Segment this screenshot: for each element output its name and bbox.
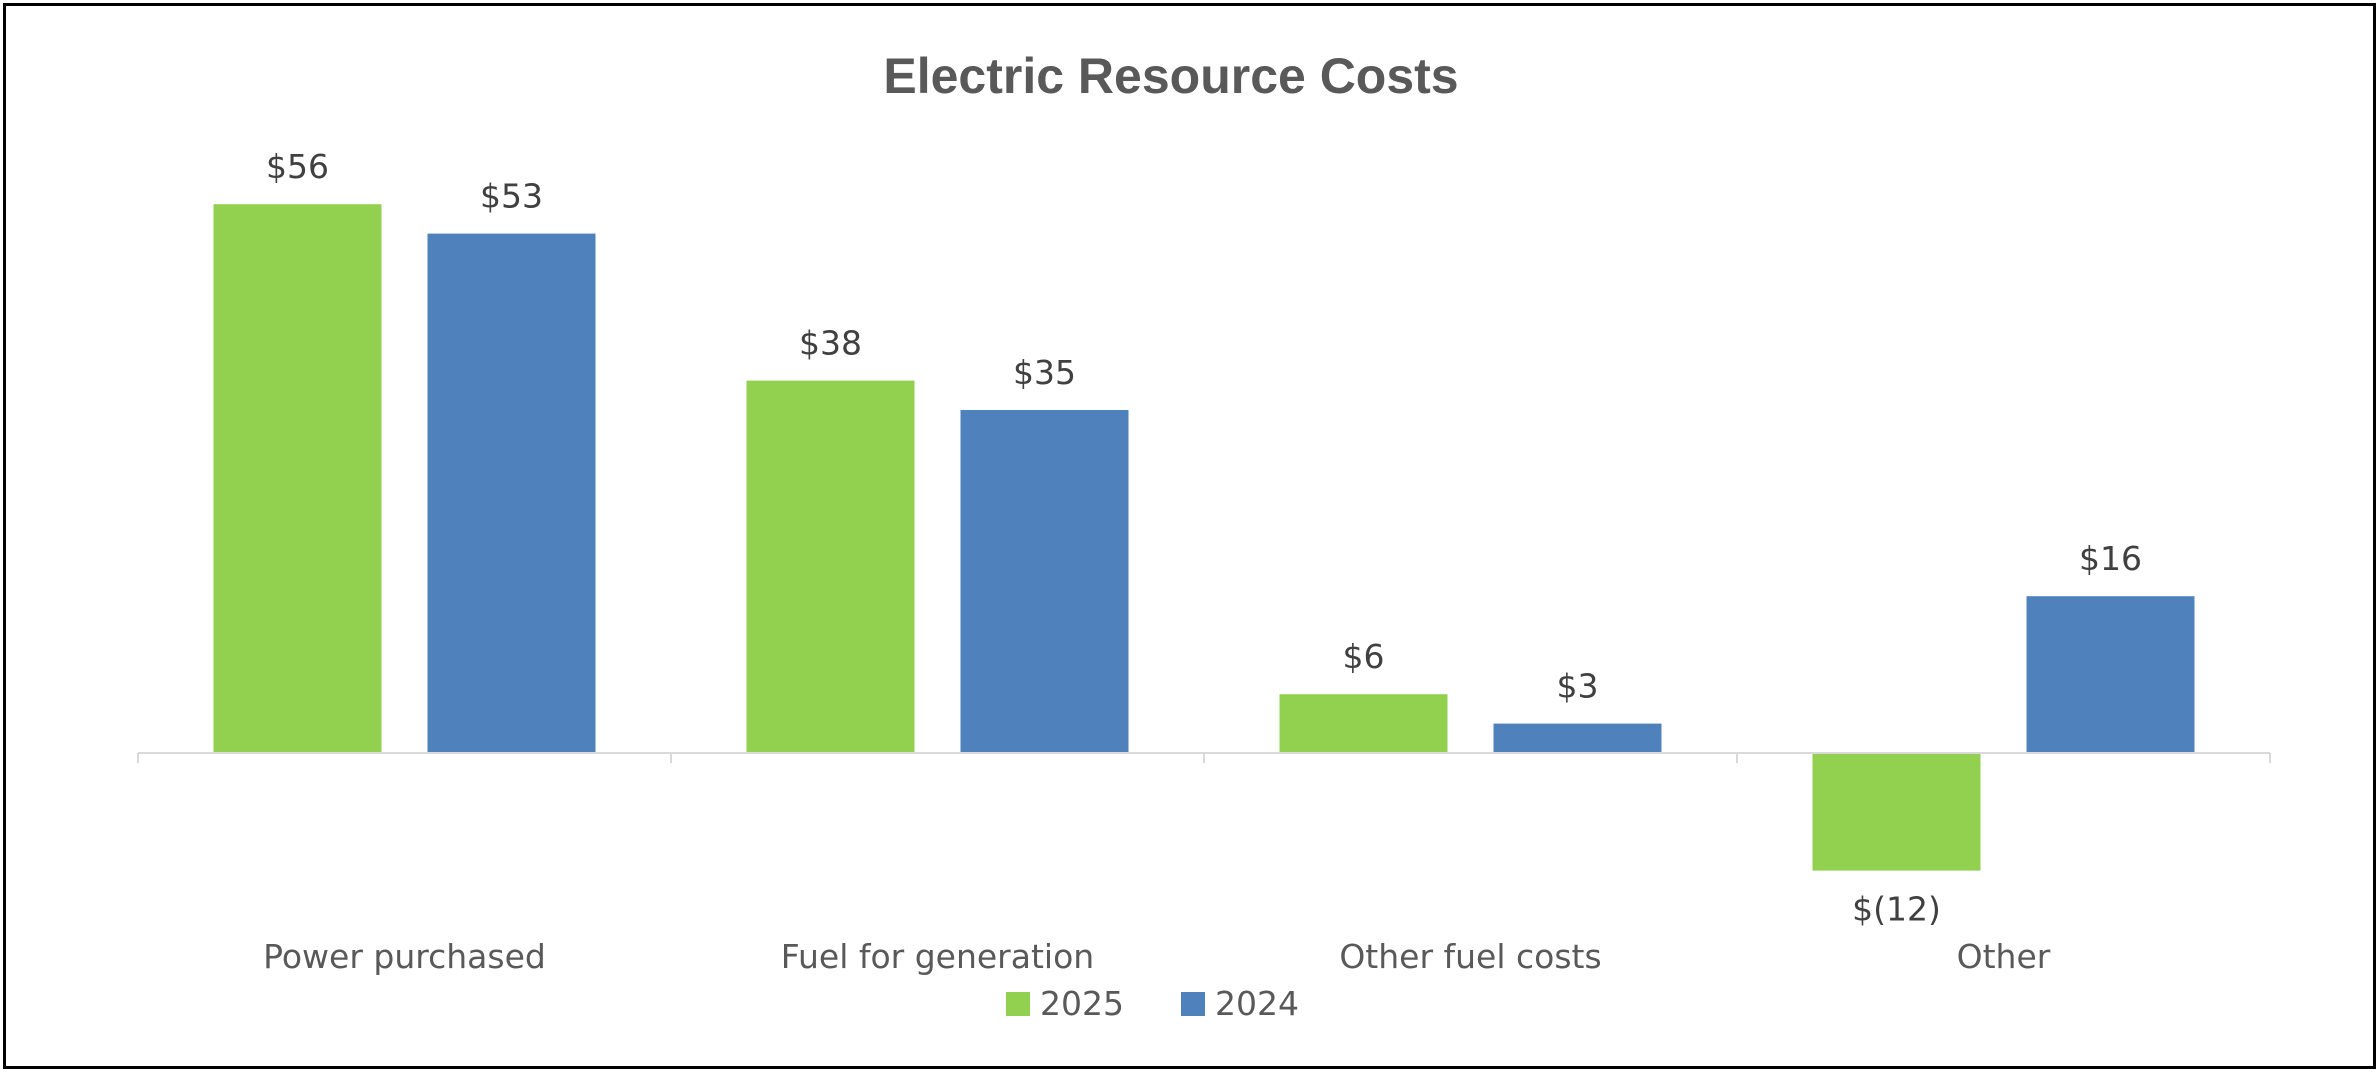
chart-title: Electric Resource Costs — [883, 48, 1458, 104]
data-label: $(12) — [1852, 890, 1941, 929]
data-label: $53 — [480, 177, 543, 216]
category-label: Fuel for generation — [781, 937, 1094, 976]
bars-group — [213, 204, 2195, 871]
bar-2025-0 — [213, 204, 382, 753]
category-label: Other — [1957, 937, 2051, 976]
chart-frame: Electric Resource Costs $56 $53 $38 $35 $6 $3… — [3, 3, 2376, 1069]
x-axis — [137, 752, 2271, 763]
legend: 2025 2024 — [1006, 984, 1299, 1023]
legend-label: 2024 — [1215, 984, 1299, 1023]
data-label: $3 — [1557, 667, 1599, 706]
data-label: $16 — [2079, 539, 2142, 578]
bar-chart: Electric Resource Costs $56 $53 $38 $35 $6 $3… — [137, 48, 2271, 1023]
bar-2025-2 — [1279, 694, 1448, 753]
bar-2025-3 — [1812, 753, 1981, 871]
bar-2024-3 — [2026, 596, 2195, 753]
bar-2024-0 — [427, 233, 596, 754]
data-label: $56 — [266, 147, 329, 186]
bar-2024-1 — [960, 410, 1129, 753]
bar-2024-2 — [1493, 723, 1662, 753]
legend-swatch-2024 — [1181, 992, 1205, 1016]
legend-swatch-2025 — [1006, 992, 1030, 1016]
data-label: $35 — [1013, 353, 1076, 392]
data-labels: $56 $53 $38 $35 $6 $3 $(12) $16 — [266, 147, 2142, 928]
category-labels: Power purchased Fuel for generation Other … — [263, 937, 2051, 976]
data-label: $6 — [1343, 637, 1385, 676]
bar-2025-1 — [746, 380, 915, 753]
data-label: $38 — [799, 324, 862, 363]
category-label: Power purchased — [263, 937, 546, 976]
category-label: Other fuel costs — [1339, 937, 1601, 976]
legend-label: 2025 — [1040, 984, 1124, 1023]
